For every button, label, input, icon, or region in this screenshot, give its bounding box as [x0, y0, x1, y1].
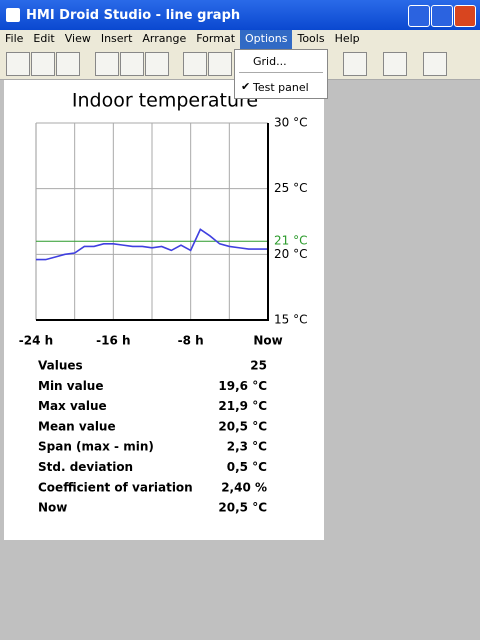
stat-value: 20,5 °C	[218, 501, 267, 515]
check-mark: ✔	[241, 80, 251, 93]
separator	[239, 72, 323, 73]
help-button[interactable]	[423, 52, 447, 76]
menu-bar: File Edit View Insert Arrange Format Options To…	[0, 30, 480, 49]
stat-label: Max value	[38, 399, 107, 413]
close-button[interactable]	[454, 5, 476, 27]
stat-label: Values	[38, 359, 83, 373]
y-tick-label: 25 °C	[274, 181, 307, 195]
open-button[interactable]	[31, 52, 55, 76]
paste-button[interactable]	[145, 52, 169, 76]
chart-title: Indoor temperature	[72, 90, 258, 112]
stat-value: 21,9 °C	[218, 399, 267, 413]
menu-item[interactable]: Options	[240, 30, 293, 49]
stat-label: Std. deviation	[38, 460, 133, 474]
x-tick-label: -8 h	[178, 334, 204, 348]
maximize-button[interactable]	[431, 5, 453, 27]
stat-value: 0,5 °C	[227, 460, 267, 474]
menu-item[interactable]: Tools	[297, 32, 325, 45]
stat-label: Min value	[38, 379, 104, 393]
menu-item[interactable]: Insert	[100, 32, 133, 45]
stat-value: 2,3 °C	[227, 440, 267, 454]
forward-button[interactable]	[208, 52, 232, 76]
x-tick-label: -16 h	[96, 334, 130, 348]
reference-label: 21 °C	[274, 234, 307, 248]
menu-item[interactable]: Arrange	[142, 32, 187, 45]
stat-label: Span (max - min)	[38, 440, 154, 454]
stat-label: Coefficient of variation	[38, 480, 193, 494]
menu-item[interactable]: Grid...	[253, 55, 287, 68]
menu-item[interactable]: View	[64, 32, 91, 45]
menu-item[interactable]: Help	[334, 32, 360, 45]
stat-value: 19,6 °C	[218, 379, 267, 393]
menu-item[interactable]: Format	[196, 32, 236, 45]
stat-value: 20,5 °C	[218, 419, 267, 433]
panel-bg	[4, 80, 324, 540]
menu-item[interactable]: File	[5, 32, 24, 45]
new-button[interactable]	[6, 52, 30, 76]
back-button[interactable]	[183, 52, 207, 76]
stat-label: Mean value	[38, 419, 116, 433]
x-tick-label: Now	[253, 334, 282, 348]
data-line	[36, 228, 268, 261]
title-bar: HMI Droid Studio - line graph	[0, 0, 480, 30]
menu-item[interactable]: Edit	[33, 32, 55, 45]
window-title: HMI Droid Studio - line graph	[26, 8, 241, 23]
y-tick-label: 15 °C	[274, 313, 307, 327]
stat-label: Now	[38, 501, 67, 515]
options-dropdown: Grid... ✔ Test panel	[234, 49, 328, 99]
copy-button[interactable]	[120, 52, 144, 76]
minimize-button[interactable]	[408, 5, 430, 27]
menu-item[interactable]: Test panel	[253, 81, 309, 94]
save-button[interactable]	[56, 52, 80, 76]
cut-button[interactable]	[95, 52, 119, 76]
stat-value: 25	[250, 359, 267, 373]
y-tick-label: 30 °C	[274, 116, 307, 130]
properties-button[interactable]	[343, 52, 367, 76]
x-tick-label: -24 h	[19, 334, 53, 348]
stat-value: 2,40 %	[221, 480, 267, 494]
y-tick-label: 20 °C	[274, 247, 307, 261]
app-icon	[6, 8, 20, 22]
graph-panel: Indoor temperature 15 °C 20 °C 25 °C 30 °C -…	[4, 80, 324, 540]
record-button[interactable]	[383, 52, 407, 76]
